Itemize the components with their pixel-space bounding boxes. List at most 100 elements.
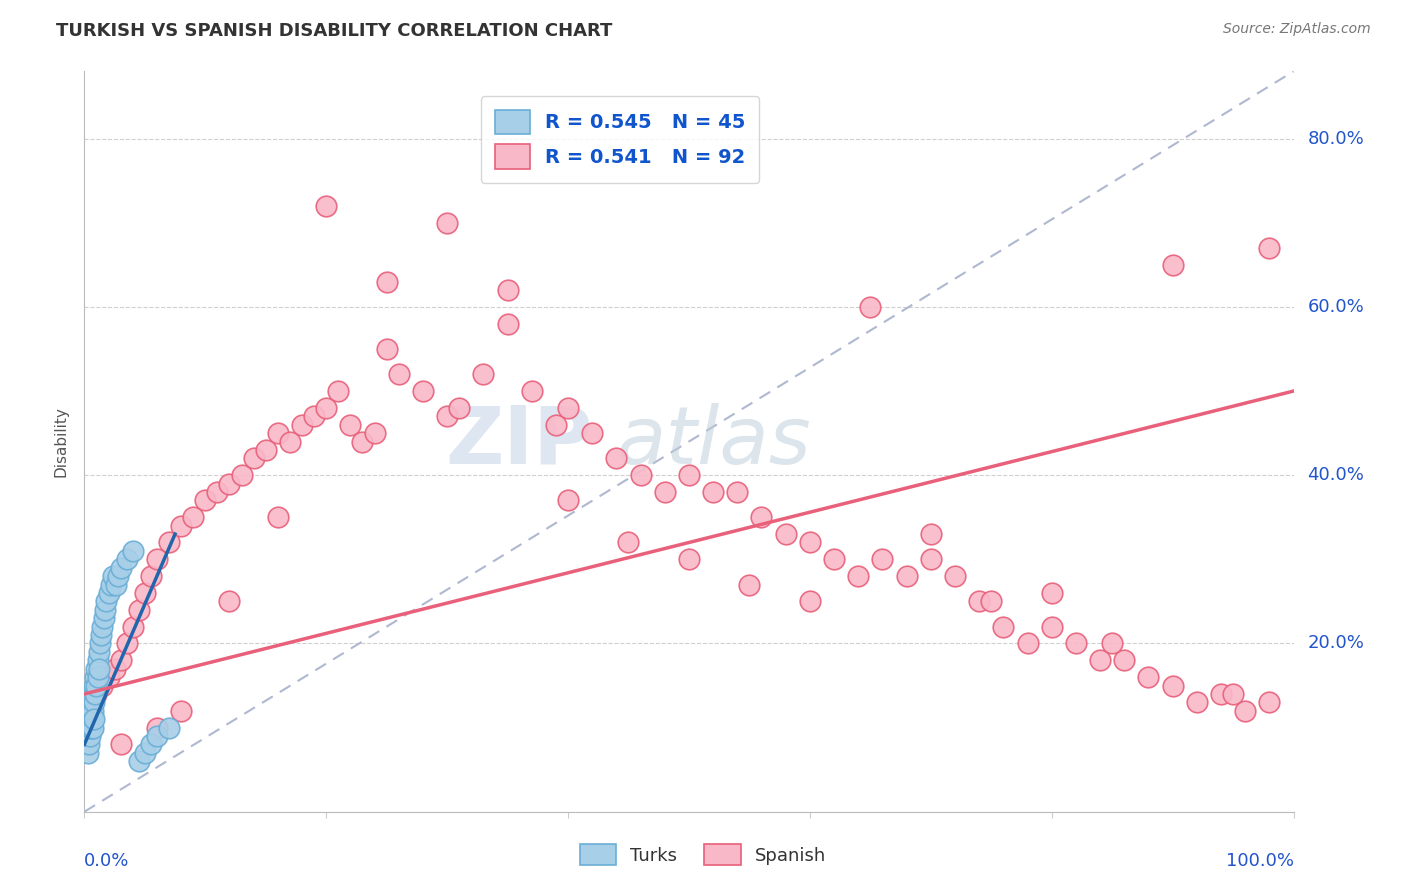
Legend: Turks, Spanish: Turks, Spanish (571, 835, 835, 874)
Point (79, 704, 101, 718)
Point (170, 704, 193, 718)
Point (121, 619, 143, 633)
Point (231, 468, 253, 483)
Text: atlas: atlas (616, 402, 811, 481)
Point (89, 636, 111, 650)
Point (775, 527, 797, 541)
Point (157, 535, 180, 549)
Point (520, 384, 543, 398)
Point (920, 552, 942, 566)
Point (702, 485, 724, 500)
Point (1137, 670, 1160, 684)
Point (83, 712, 105, 726)
Point (93, 611, 115, 625)
Point (115, 636, 138, 650)
Point (678, 552, 700, 566)
Text: ZIP: ZIP (444, 402, 592, 481)
Point (181, 510, 204, 524)
Point (967, 594, 990, 608)
Point (80, 721, 103, 735)
Text: 60.0%: 60.0% (1308, 298, 1364, 316)
Text: 100.0%: 100.0% (1226, 853, 1294, 871)
Point (1088, 653, 1111, 667)
Point (146, 552, 169, 566)
Point (94, 603, 117, 617)
Point (103, 569, 125, 583)
Point (121, 544, 143, 558)
Point (896, 569, 918, 583)
Point (278, 434, 301, 449)
Point (496, 283, 519, 297)
Point (170, 518, 193, 533)
Point (436, 409, 458, 424)
Point (725, 485, 748, 500)
Point (79, 721, 101, 735)
Point (218, 594, 240, 608)
Point (110, 560, 132, 574)
Point (375, 275, 398, 289)
Point (84, 687, 107, 701)
Point (557, 401, 579, 415)
Point (1064, 636, 1087, 650)
Point (242, 451, 264, 466)
Point (302, 409, 325, 424)
Point (84, 670, 107, 684)
Point (82, 704, 104, 718)
Point (1209, 687, 1232, 701)
Point (83, 695, 105, 709)
Point (617, 535, 640, 549)
Point (76, 729, 98, 743)
Text: Source: ZipAtlas.com: Source: ZipAtlas.com (1223, 22, 1371, 37)
Point (77, 712, 100, 726)
Point (77, 721, 100, 735)
Point (91, 619, 114, 633)
Point (1101, 636, 1123, 650)
Point (194, 493, 217, 508)
Point (1040, 586, 1063, 600)
Point (104, 662, 127, 676)
Point (80, 695, 103, 709)
Point (82, 721, 104, 735)
Point (267, 426, 290, 441)
Point (678, 468, 700, 483)
Point (87, 645, 110, 659)
Point (654, 485, 676, 500)
Point (291, 417, 314, 432)
Point (1017, 636, 1039, 650)
Point (315, 401, 337, 415)
Point (87, 662, 110, 676)
Point (97, 586, 120, 600)
Point (1040, 619, 1063, 633)
Text: 40.0%: 40.0% (1308, 467, 1364, 484)
Point (872, 552, 894, 566)
Point (412, 384, 434, 398)
Point (218, 476, 240, 491)
Point (352, 434, 374, 449)
Point (90, 628, 112, 642)
Text: TURKISH VS SPANISH DISABILITY CORRELATION CHART: TURKISH VS SPANISH DISABILITY CORRELATIO… (56, 22, 613, 40)
Point (128, 603, 150, 617)
Point (139, 738, 162, 752)
Point (472, 368, 495, 382)
Point (91, 679, 114, 693)
Point (80, 712, 103, 726)
Point (267, 510, 290, 524)
Point (75, 738, 97, 752)
Point (980, 594, 1002, 608)
Point (1114, 653, 1136, 667)
Point (86, 670, 108, 684)
Point (115, 552, 138, 566)
Point (544, 417, 567, 432)
Point (823, 552, 845, 566)
Point (1258, 695, 1281, 709)
Point (1258, 241, 1281, 255)
Point (86, 679, 108, 693)
Point (859, 300, 882, 314)
Point (557, 493, 579, 508)
Point (1185, 695, 1208, 709)
Point (107, 569, 129, 583)
Point (86, 653, 108, 667)
Point (496, 317, 519, 331)
Point (436, 216, 458, 230)
Point (82, 687, 104, 701)
